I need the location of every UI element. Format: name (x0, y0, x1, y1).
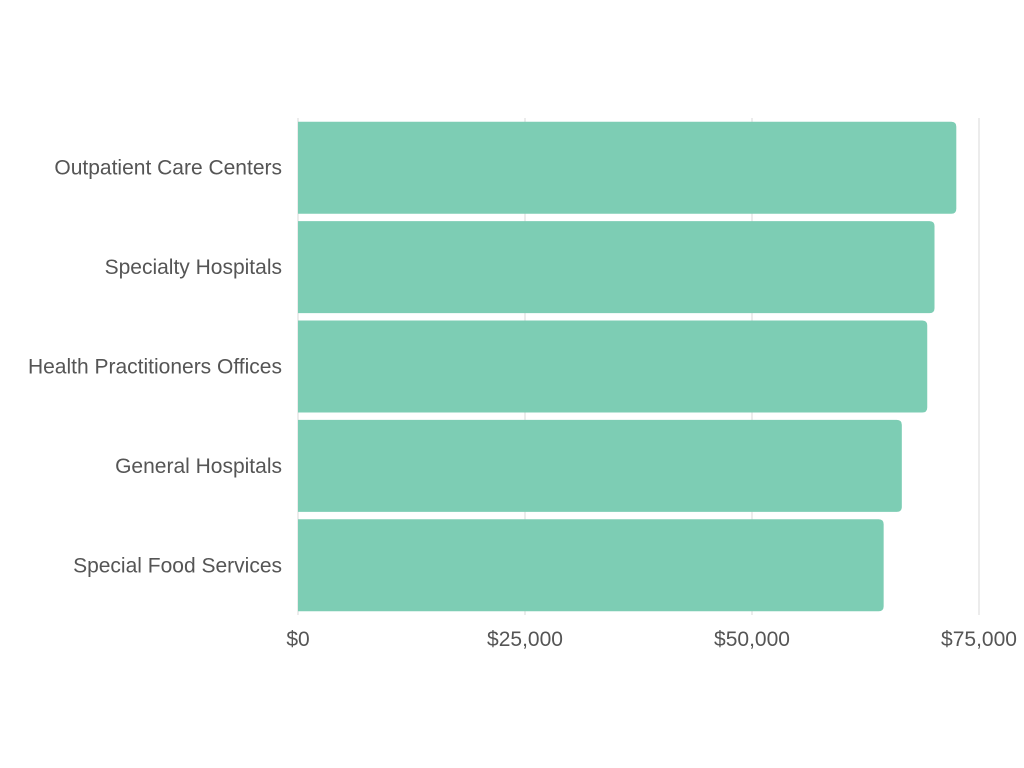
bar (298, 519, 884, 612)
x-tick-label: $75,000 (941, 628, 1017, 651)
category-label: Outpatient Care Centers (54, 157, 282, 180)
category-label: General Hospitals (115, 455, 282, 478)
bar (298, 320, 928, 413)
x-tick-label: $25,000 (487, 628, 563, 651)
bars (298, 121, 957, 612)
bar (298, 121, 957, 214)
category-label: Health Practitioners Offices (28, 356, 282, 379)
category-label: Special Food Services (73, 554, 282, 577)
category-label: Specialty Hospitals (105, 256, 282, 279)
x-tick-labels: $0 $25,000 $50,000 $75,000 (286, 628, 1017, 651)
category-labels: Outpatient Care Centers Specialty Hospita… (28, 157, 282, 578)
bar (298, 221, 935, 314)
bar (298, 419, 902, 512)
x-tick-label: $0 (286, 628, 309, 651)
x-tick-label: $50,000 (714, 628, 790, 651)
